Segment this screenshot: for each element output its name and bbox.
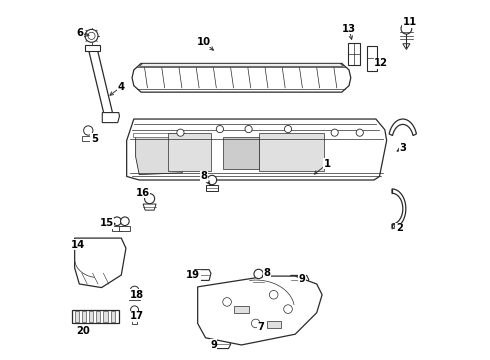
Text: 14: 14 xyxy=(71,239,85,249)
Polygon shape xyxy=(206,185,218,191)
Circle shape xyxy=(121,217,129,226)
Circle shape xyxy=(223,298,231,306)
Polygon shape xyxy=(120,226,130,231)
Polygon shape xyxy=(89,311,93,322)
Polygon shape xyxy=(133,134,185,137)
Text: 6: 6 xyxy=(76,28,83,38)
Polygon shape xyxy=(259,134,324,171)
Polygon shape xyxy=(403,44,410,49)
Polygon shape xyxy=(253,279,265,285)
Polygon shape xyxy=(139,63,343,66)
Text: 7: 7 xyxy=(258,322,265,332)
Text: 15: 15 xyxy=(100,218,114,228)
Polygon shape xyxy=(85,45,100,51)
Circle shape xyxy=(88,32,95,40)
Polygon shape xyxy=(389,119,416,136)
Text: 12: 12 xyxy=(374,58,388,68)
Circle shape xyxy=(401,23,412,34)
Text: 11: 11 xyxy=(403,17,417,27)
Polygon shape xyxy=(136,135,182,175)
Polygon shape xyxy=(211,340,231,348)
Polygon shape xyxy=(126,119,387,180)
Circle shape xyxy=(284,305,293,314)
Polygon shape xyxy=(88,47,113,116)
Text: 19: 19 xyxy=(186,270,200,280)
Polygon shape xyxy=(112,226,122,231)
Polygon shape xyxy=(223,137,259,169)
Circle shape xyxy=(285,126,292,133)
Circle shape xyxy=(85,30,98,42)
Text: 20: 20 xyxy=(76,325,90,336)
Polygon shape xyxy=(82,311,86,322)
Polygon shape xyxy=(132,314,137,324)
Circle shape xyxy=(216,126,223,133)
Polygon shape xyxy=(143,204,156,210)
Text: 17: 17 xyxy=(130,311,144,321)
Polygon shape xyxy=(267,320,281,328)
Text: 13: 13 xyxy=(342,24,356,34)
Polygon shape xyxy=(392,189,406,228)
Text: 8: 8 xyxy=(263,268,270,278)
Circle shape xyxy=(145,194,155,204)
Text: 18: 18 xyxy=(130,290,144,300)
Polygon shape xyxy=(82,136,95,141)
Polygon shape xyxy=(103,311,108,322)
Text: 4: 4 xyxy=(118,82,125,92)
Text: 1: 1 xyxy=(324,159,331,169)
Text: 8: 8 xyxy=(200,171,207,181)
Circle shape xyxy=(254,269,263,279)
Polygon shape xyxy=(96,311,100,322)
Circle shape xyxy=(84,126,93,135)
Circle shape xyxy=(177,129,184,136)
Polygon shape xyxy=(168,134,211,171)
Circle shape xyxy=(356,129,364,136)
Circle shape xyxy=(113,217,122,226)
Text: 10: 10 xyxy=(197,37,211,47)
Circle shape xyxy=(131,306,139,314)
Polygon shape xyxy=(102,113,120,123)
Circle shape xyxy=(130,286,139,295)
Circle shape xyxy=(270,291,278,299)
Text: 2: 2 xyxy=(396,224,403,233)
Polygon shape xyxy=(129,295,140,300)
Polygon shape xyxy=(193,270,211,280)
Polygon shape xyxy=(234,306,248,314)
Circle shape xyxy=(331,129,338,136)
Polygon shape xyxy=(347,43,360,64)
Text: 16: 16 xyxy=(136,188,150,198)
Polygon shape xyxy=(132,63,351,92)
Polygon shape xyxy=(72,310,119,323)
Text: 9: 9 xyxy=(299,274,306,284)
Polygon shape xyxy=(289,275,309,284)
Polygon shape xyxy=(74,238,126,288)
Text: 5: 5 xyxy=(91,134,98,144)
Polygon shape xyxy=(111,311,115,322)
Polygon shape xyxy=(367,45,377,71)
Polygon shape xyxy=(197,276,322,345)
Circle shape xyxy=(245,126,252,133)
Circle shape xyxy=(207,175,217,185)
Text: 3: 3 xyxy=(399,143,406,153)
Text: 9: 9 xyxy=(210,340,217,350)
Polygon shape xyxy=(74,311,79,322)
Circle shape xyxy=(251,319,260,328)
